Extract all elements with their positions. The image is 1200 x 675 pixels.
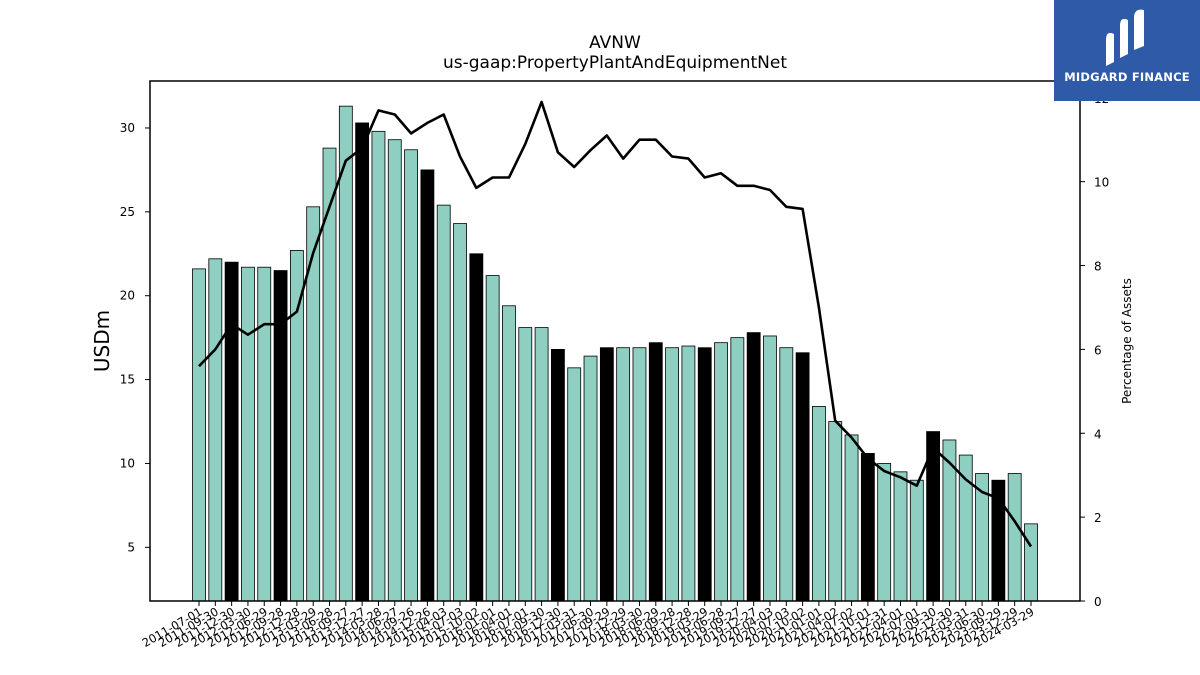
y2-tick-label: 4 (1094, 427, 1102, 441)
bar-2017-06-30 (583, 355, 598, 602)
y-tick-label: 5 (127, 540, 135, 554)
logo-mark-icon (1106, 9, 1144, 66)
bar-2016-09-30 (534, 327, 549, 602)
bar-2012-12-28 (289, 250, 304, 602)
bar-2014-03-28 (371, 130, 386, 602)
bar-2016-04-01 (502, 305, 516, 602)
bar-2014-06-27 (387, 139, 402, 602)
bar-2018-06-29 (648, 342, 663, 602)
y-tick-label: 30 (120, 121, 135, 135)
y2-axis-label: Percentage of Assets (1120, 278, 1134, 404)
bar-2016-07-01 (518, 327, 533, 602)
y-tick-label: 15 (120, 373, 135, 387)
y-tick-label: 25 (120, 205, 135, 219)
bar-2024-03-29 (1024, 523, 1038, 602)
bar-2018-12-28 (681, 345, 696, 602)
y2-tick-label: 2 (1094, 511, 1102, 525)
chart-subtitle: us-gaap:PropertyPlantAndEquipmentNet (443, 53, 787, 73)
y2-tick-label: 8 (1094, 260, 1102, 274)
bar-2015-07-03 (453, 223, 467, 602)
y-tick-label: 10 (120, 456, 135, 470)
brand-logo: MIDGARD FINANCE (1054, 0, 1200, 101)
bar-series (192, 105, 1038, 602)
chart-title: AVNW (589, 33, 641, 53)
bar-2019-09-27 (730, 337, 745, 602)
bar-2019-06-28 (714, 342, 728, 602)
bar-2019-03-29 (697, 347, 712, 602)
bar-2011-12-30 (224, 261, 239, 602)
bar-2022-04-01 (893, 471, 908, 602)
plot-frame (149, 80, 1081, 602)
bar-2017-09-29 (599, 347, 614, 602)
bar-2020-07-03 (779, 347, 794, 602)
y2-tick-label: 10 (1094, 176, 1109, 190)
bar-2021-10-01 (860, 452, 875, 602)
bar-2022-07-01 (909, 479, 924, 602)
bar-2018-09-28 (665, 347, 679, 602)
bar-2014-12-26 (420, 169, 435, 602)
bar-2015-10-02 (469, 253, 484, 602)
bar-2021-04-02 (828, 421, 843, 602)
y2-axis: 024681012 (1080, 92, 1109, 609)
bar-2017-12-29 (616, 347, 631, 602)
y-tick-label: 20 (120, 289, 135, 303)
y2-tick-label: 0 (1094, 595, 1102, 609)
bar-2016-01-01 (485, 275, 500, 602)
bar-2019-12-27 (746, 332, 761, 602)
bar-2011-09-30 (208, 258, 223, 602)
y-axis-label: USDm (90, 310, 114, 372)
percentage-line (198, 100, 1033, 548)
y-axis: 5 10 15 20 25 30 (120, 121, 150, 554)
bar-2020-04-03 (763, 335, 777, 602)
y2-tick-label: 6 (1094, 343, 1102, 357)
bar-2020-10-02 (795, 352, 810, 602)
bar-2023-12-29 (1007, 473, 1022, 602)
logo-text: MIDGARD FINANCE (1064, 70, 1190, 84)
bar-2013-09-27 (338, 105, 353, 602)
bar-2023-03-31 (958, 454, 973, 602)
x-axis: 2011-07-012011-09-302011-12-302012-03-30… (140, 601, 1037, 650)
bar-2013-12-27 (355, 122, 370, 602)
bar-2021-01-01 (812, 406, 826, 602)
bar-2012-03-30 (241, 266, 255, 602)
bar-2011-07-01 (192, 268, 206, 602)
bar-2016-12-30 (551, 348, 565, 602)
bar-2014-09-26 (404, 149, 418, 602)
bar-2012-06-29 (257, 266, 272, 602)
bar-2018-03-30 (632, 347, 647, 602)
bar-2015-04-03 (436, 204, 451, 602)
bar-2021-12-31 (877, 463, 892, 602)
bar-2021-07-02 (844, 434, 859, 602)
bar-2017-03-31 (567, 367, 582, 602)
